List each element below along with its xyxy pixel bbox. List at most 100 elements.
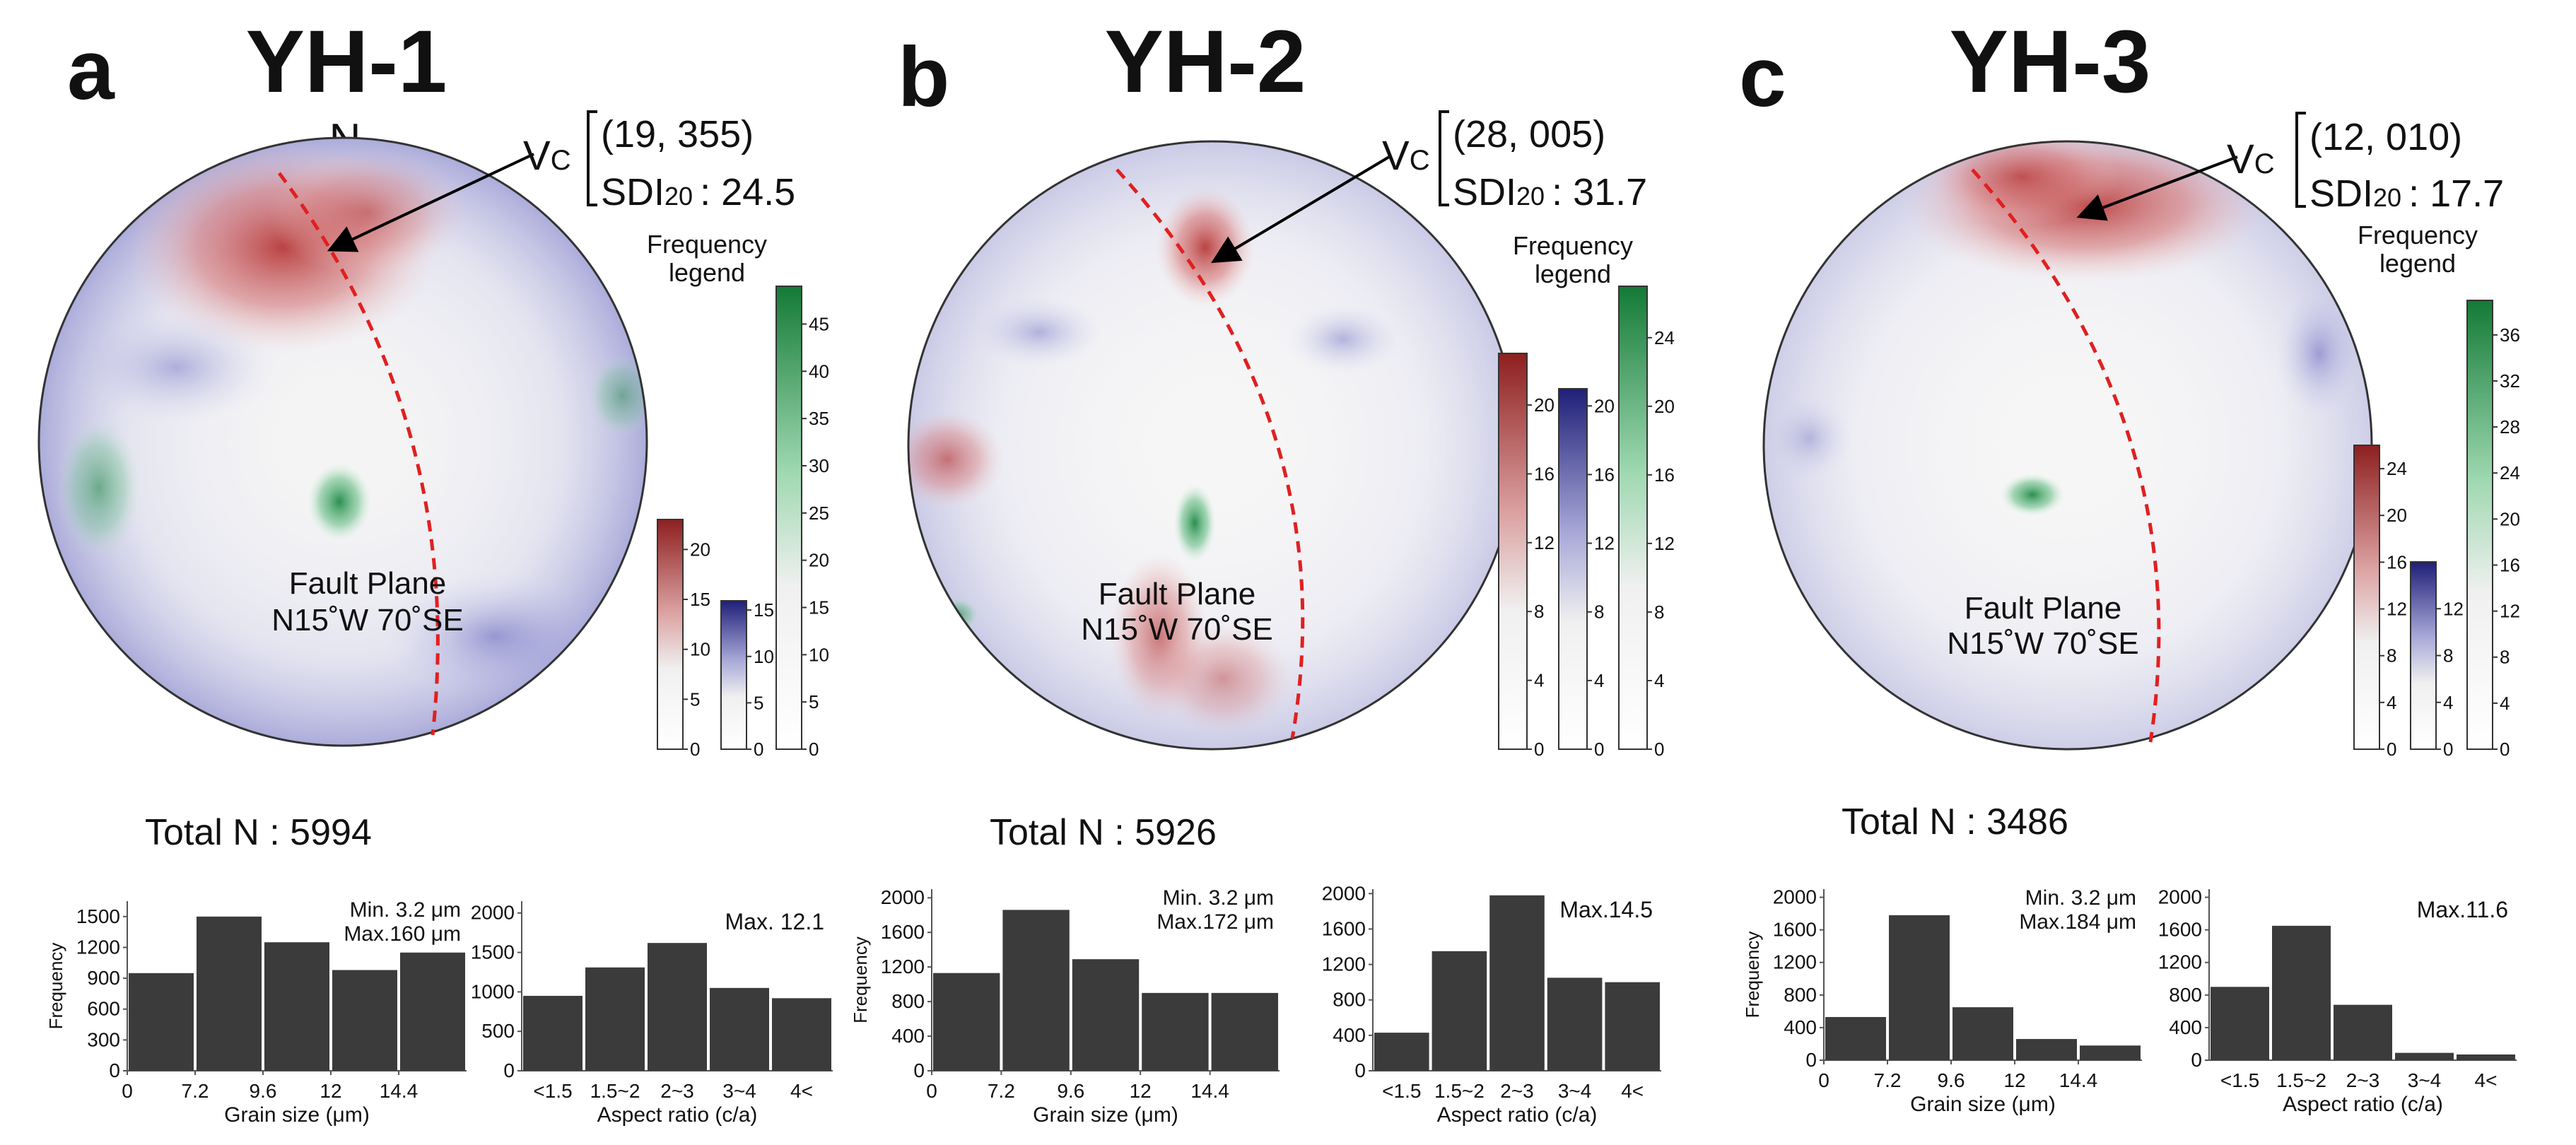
vc-coordinates: (28, 005) [1453, 113, 1605, 155]
legend-tick-label: 0 [1594, 739, 1604, 760]
y-tick-label: 400 [2169, 1016, 2202, 1038]
legend-tick-label: 8 [1594, 601, 1604, 623]
legend-tick-label: 0 [1654, 739, 1664, 760]
x-tick-label: 3~4 [722, 1080, 756, 1102]
legend-bar-green: 0 4 8 12 16 20 24 [1618, 286, 1675, 760]
bar [2457, 1054, 2515, 1060]
bar [1002, 910, 1070, 1071]
bar [933, 973, 1000, 1071]
x-tick-label: 7.2 [988, 1080, 1015, 1102]
y-tick-label: 1500 [471, 941, 515, 963]
bar [772, 998, 831, 1071]
legend-tick-label: 0 [754, 739, 763, 760]
fault-plane-trace [1116, 168, 1305, 739]
panel-letter: b [898, 30, 949, 124]
stats-annotation: Max.184 μm [2019, 910, 2136, 934]
legend-title: Frequency [2358, 221, 2478, 249]
x-tick-label: 12 [2003, 1069, 2025, 1091]
vc-coordinates: (12, 010) [2309, 116, 2462, 158]
legend-color-bar [775, 286, 802, 750]
y-tick-label: 900 [87, 967, 120, 989]
panel-b: b YH-2 Fault Plane N15˚W 70˚SE VC (28, [850, 13, 1675, 1127]
legend-tick-label: 16 [1654, 464, 1675, 486]
y-tick-label: 0 [1805, 1049, 1817, 1071]
legend-bar-green: 0 4 8 12 16 20 24 28 32 36 [2466, 300, 2520, 760]
legend-color-bar [1558, 388, 1588, 750]
aspect-ratio-histogram: 0 400 800 1200 1600 2000 <1.5 1.5~2 2~3 3~4 4< Aspe… [1322, 882, 1661, 1127]
bar [400, 952, 465, 1071]
bar [1825, 1016, 1886, 1060]
y-tick-label: 800 [1333, 989, 1366, 1011]
y-tick-label: 1200 [1773, 951, 1817, 973]
y-tick-label: 800 [891, 990, 925, 1012]
bar [2080, 1045, 2141, 1060]
vc-label: VC [523, 133, 571, 179]
legend-tick-label: 4 [1534, 670, 1544, 691]
bar [2272, 925, 2331, 1060]
x-tick-label: 7.2 [182, 1080, 209, 1102]
stats-annotation: Max.160 μm [344, 922, 461, 946]
legend-tick-label: 20 [1534, 394, 1555, 416]
legend-tick-label: 0 [2443, 739, 2453, 760]
y-tick-label: 1200 [76, 936, 120, 958]
total-n: Total N : 5994 [145, 812, 372, 853]
total-n: Total N : 5926 [990, 812, 1217, 853]
grain-size-histogram: 0 300 600 900 1200 1500 0 7.2 9.6 12 14.4 Grain siz… [45, 898, 467, 1127]
bar [1432, 951, 1487, 1071]
bar [332, 970, 397, 1071]
legend-tick-label: 4 [1654, 670, 1664, 691]
x-tick-label: 0 [122, 1080, 133, 1102]
total-n: Total N : 3486 [1842, 802, 2068, 842]
x-tick-label: 12 [320, 1080, 341, 1102]
grain-size-histogram: 0 400 800 1200 1600 2000 0 7.2 9.6 12 14.4 Grain si… [850, 886, 1280, 1127]
panel-letter: c [1739, 30, 1786, 124]
fault-plane-trace [1971, 168, 2161, 743]
legend-tick-label: 4 [1594, 670, 1604, 691]
x-tick-label: <1.5 [1382, 1080, 1421, 1102]
y-tick-label: 0 [503, 1059, 515, 1081]
legend-tick-label: 8 [2443, 645, 2453, 667]
legend-tick-label: 4 [2443, 692, 2453, 713]
x-tick-label: 7.2 [1874, 1069, 1902, 1091]
legend-bar-red: 0 4 8 12 16 20 [1498, 353, 1555, 760]
legend-tick-label: 16 [2500, 554, 2520, 575]
y-tick-label: 500 [481, 1020, 515, 1042]
bar [710, 987, 769, 1071]
legend-title: Frequency [1513, 231, 1633, 260]
sdi-value: SDI20: 24.5 [601, 171, 795, 213]
max-annotation: Max. 12.1 [725, 909, 824, 934]
x-tick-label: 2~3 [660, 1080, 694, 1102]
legend-tick-label: 20 [1594, 395, 1615, 416]
max-annotation: Max.14.5 [1559, 897, 1653, 922]
legend-tick-label: 0 [809, 739, 819, 760]
y-tick-label: 0 [1354, 1059, 1366, 1081]
legend-tick-label: 12 [1534, 532, 1555, 553]
y-tick-label: 2000 [2158, 886, 2202, 908]
x-tick-label: 14.4 [380, 1080, 418, 1102]
bar [1889, 915, 1950, 1060]
sdi-value: SDI20: 31.7 [1453, 171, 1647, 213]
vc-bracket [1439, 110, 1449, 206]
legend-color-bar [2410, 561, 2437, 750]
vc-bracket [587, 110, 597, 206]
y-tick-label: 1600 [1322, 917, 1366, 939]
legend-tick-label: 16 [1534, 463, 1555, 484]
vc-arrow [2076, 155, 2238, 221]
legend-title-2: legend [1535, 259, 1611, 288]
x-tick-label: 14.4 [1190, 1080, 1229, 1102]
legend-tick-label: 20 [690, 539, 710, 560]
legend-tick-label: 8 [2387, 645, 2396, 667]
x-tick-label: 9.6 [250, 1080, 277, 1102]
y-tick-label: 300 [87, 1028, 120, 1050]
stats-annotation: Min. 3.2 μm [1163, 886, 1274, 910]
legend-tick-label: 8 [1534, 601, 1544, 622]
aspect-ratio-histogram: 0 400 800 1200 1600 2000 <1.5 1.5~2 2~3 3~4 4< Aspe… [2158, 886, 2517, 1116]
y-tick-label: 0 [2191, 1049, 2202, 1071]
legend-bar-red: 0 4 8 12 16 20 24 [2353, 445, 2407, 760]
legend-tick-label: 12 [1654, 533, 1675, 554]
y-tick-label: 0 [109, 1059, 120, 1081]
bar [1489, 895, 1545, 1071]
x-axis-label: Aspect ratio (c/a) [597, 1103, 758, 1127]
x-tick-label: 12 [1130, 1080, 1152, 1102]
bar [1374, 1033, 1429, 1071]
